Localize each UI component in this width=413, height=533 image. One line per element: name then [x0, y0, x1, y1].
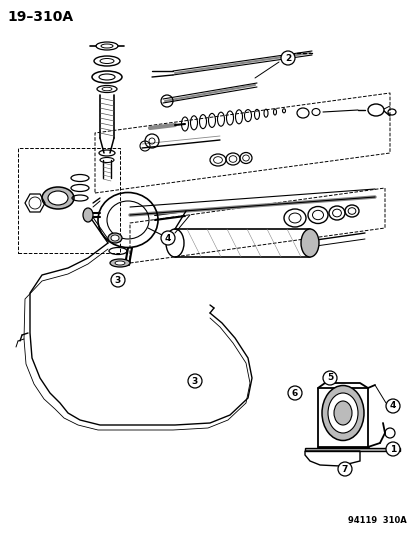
- Circle shape: [322, 371, 336, 385]
- Circle shape: [161, 231, 175, 245]
- Text: 7: 7: [341, 464, 347, 473]
- Circle shape: [385, 442, 399, 456]
- Polygon shape: [304, 448, 399, 451]
- Circle shape: [385, 399, 399, 413]
- Ellipse shape: [48, 191, 68, 205]
- Text: 4: 4: [164, 233, 171, 243]
- Ellipse shape: [327, 393, 357, 433]
- Text: 2: 2: [284, 53, 290, 62]
- Ellipse shape: [333, 401, 351, 425]
- Circle shape: [337, 462, 351, 476]
- Text: 19–310A: 19–310A: [7, 10, 73, 24]
- Circle shape: [111, 273, 125, 287]
- Ellipse shape: [321, 385, 363, 440]
- Text: 4: 4: [389, 401, 395, 410]
- Ellipse shape: [111, 235, 119, 241]
- Ellipse shape: [300, 229, 318, 257]
- Circle shape: [287, 386, 301, 400]
- Ellipse shape: [108, 233, 122, 243]
- Ellipse shape: [115, 261, 125, 265]
- Ellipse shape: [42, 187, 74, 209]
- Text: 6: 6: [291, 389, 297, 398]
- Circle shape: [280, 51, 294, 65]
- Circle shape: [188, 374, 202, 388]
- Ellipse shape: [83, 208, 93, 222]
- Text: 5: 5: [326, 374, 332, 383]
- Text: 3: 3: [191, 376, 198, 385]
- Text: 3: 3: [114, 276, 121, 285]
- Text: 94119  310A: 94119 310A: [347, 516, 406, 525]
- Text: 1: 1: [389, 445, 395, 454]
- Ellipse shape: [110, 259, 130, 267]
